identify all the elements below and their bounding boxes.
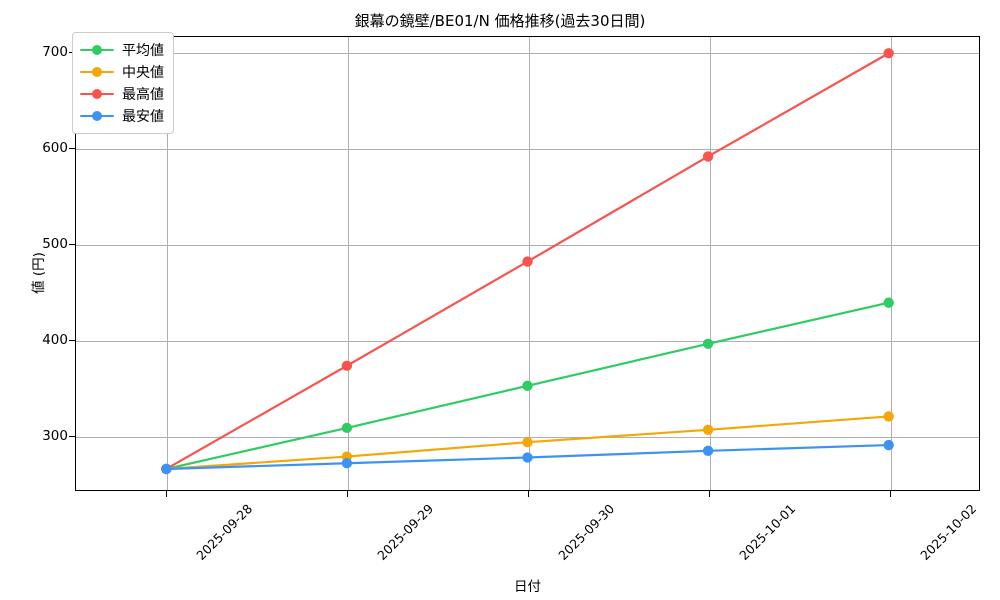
data-point-marker bbox=[522, 452, 533, 463]
data-point-marker bbox=[522, 256, 533, 267]
gridline-vertical bbox=[347, 37, 349, 490]
gridline-horizontal bbox=[76, 53, 979, 55]
data-point-marker bbox=[341, 458, 353, 469]
data-point-marker bbox=[702, 424, 714, 435]
data-point-marker bbox=[522, 437, 533, 448]
data-point-marker bbox=[161, 463, 172, 475]
y-tick-mark bbox=[69, 340, 75, 342]
x-tick-label: 2025-10-01 bbox=[735, 501, 798, 563]
legend-swatch-icon bbox=[80, 87, 114, 101]
data-point-marker bbox=[702, 445, 714, 456]
data-point-marker bbox=[883, 411, 894, 422]
legend-item-2[interactable]: 中央値 bbox=[80, 61, 164, 83]
legend-item-1[interactable]: 平均値 bbox=[80, 39, 164, 61]
legend-item-label: 最高値 bbox=[122, 87, 164, 103]
x-tick-mark bbox=[889, 491, 891, 497]
legend-item-4[interactable]: 最安値 bbox=[80, 105, 164, 127]
legend-item-label: 中央値 bbox=[122, 65, 164, 81]
gridline-horizontal bbox=[76, 149, 979, 151]
legend-swatch-icon bbox=[80, 43, 114, 57]
x-axis-label: 日付 bbox=[514, 579, 541, 595]
data-point-marker bbox=[702, 338, 714, 349]
y-tick-label: 400 bbox=[42, 332, 68, 349]
data-point-marker bbox=[883, 439, 894, 451]
data-point-marker bbox=[883, 297, 894, 308]
x-tick-label: 2025-10-02 bbox=[916, 501, 979, 563]
data-point-marker bbox=[883, 48, 894, 59]
series-layer bbox=[161, 48, 894, 475]
y-tick-mark bbox=[69, 244, 75, 246]
y-tick-label: 600 bbox=[42, 140, 68, 157]
x-tick-label: 2025-09-30 bbox=[554, 501, 617, 563]
y-axis-label: 値 (円) bbox=[31, 252, 47, 294]
gridline-horizontal bbox=[76, 341, 979, 343]
x-tick-mark bbox=[708, 491, 710, 497]
series-4 bbox=[161, 439, 894, 475]
gridline-vertical bbox=[890, 37, 892, 490]
data-point-marker bbox=[341, 360, 353, 371]
chart-title: 銀幕の鏡壁/BE01/N 価格推移(過去30日間) bbox=[354, 12, 646, 30]
legend-item-3[interactable]: 最高値 bbox=[80, 83, 164, 105]
legend-item-label: 最安値 bbox=[122, 109, 164, 125]
x-tick-mark bbox=[527, 491, 529, 497]
legend-swatch-icon bbox=[80, 109, 114, 123]
x-tick-label: 2025-09-28 bbox=[192, 501, 255, 563]
gridline-vertical bbox=[709, 37, 711, 490]
data-point-marker bbox=[522, 380, 533, 392]
y-tick-label: 300 bbox=[42, 428, 68, 445]
x-tick-mark bbox=[346, 491, 348, 497]
series-3 bbox=[161, 48, 894, 475]
data-point-marker bbox=[702, 151, 714, 162]
chart-legend: 平均値中央値最高値最安値 bbox=[72, 32, 174, 134]
y-tick-mark bbox=[69, 436, 75, 438]
gridline-vertical bbox=[166, 37, 168, 490]
plot-area bbox=[75, 36, 980, 491]
gridline-horizontal bbox=[76, 245, 979, 247]
x-tick-label: 2025-09-29 bbox=[373, 501, 436, 563]
y-tick-label: 700 bbox=[42, 44, 68, 61]
data-point-marker bbox=[341, 422, 353, 434]
legend-item-label: 平均値 bbox=[122, 43, 164, 59]
x-tick-mark bbox=[165, 491, 167, 497]
y-tick-mark bbox=[69, 148, 75, 150]
y-tick-label: 500 bbox=[42, 236, 68, 253]
legend-swatch-icon bbox=[80, 65, 114, 79]
